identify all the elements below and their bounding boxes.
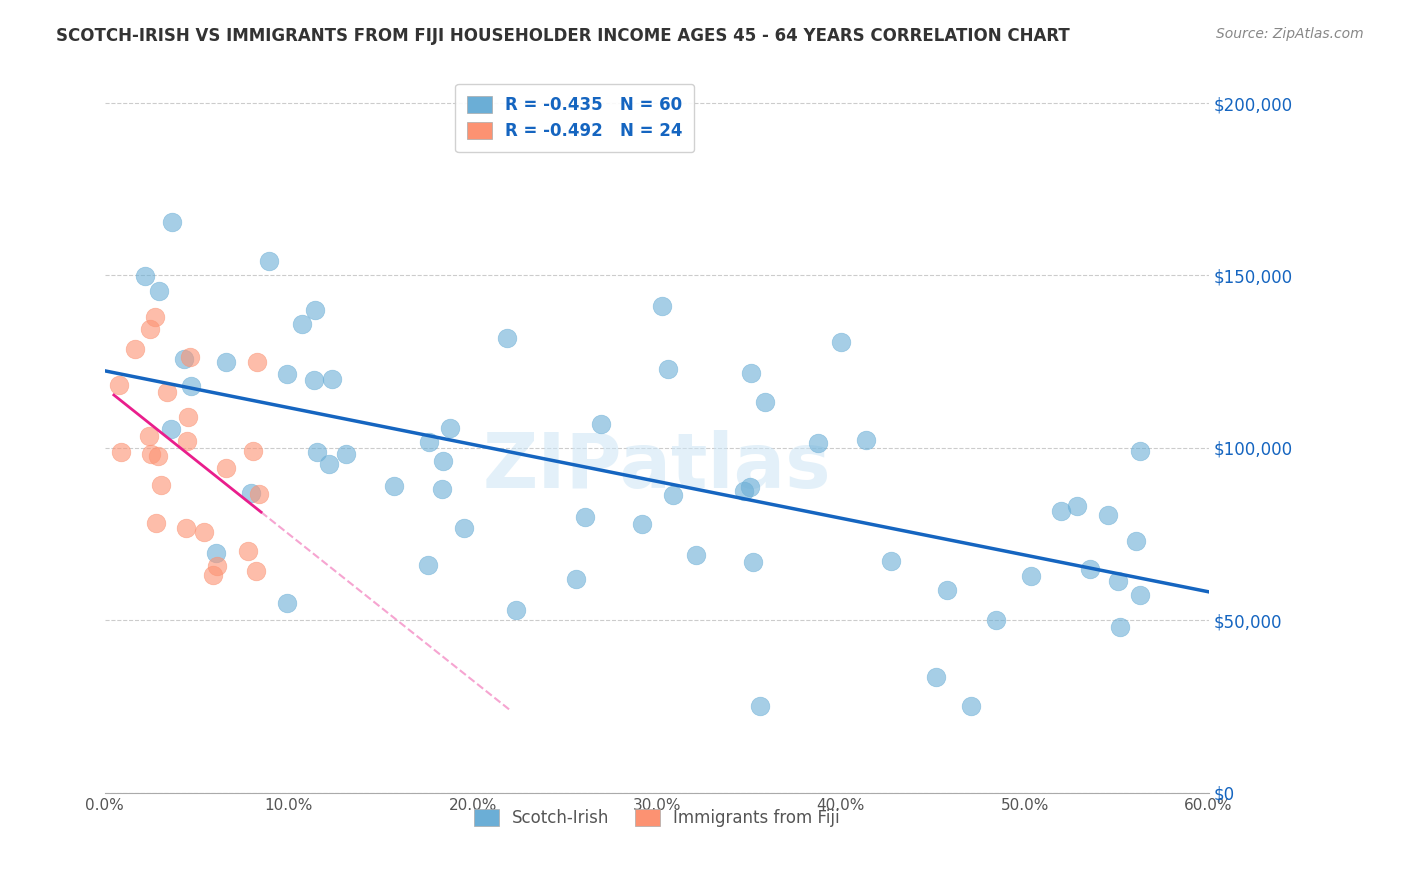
Point [159,422,181,436]
Point [384,479,406,493]
Point [138,322,160,336]
Point [505,602,527,616]
Point [145,516,167,530]
Point [662,488,685,502]
Point [591,417,613,431]
Point [177,409,200,424]
Point [1107,574,1129,588]
Point [291,318,314,332]
Point [134,268,156,283]
Point [496,331,519,345]
Point [180,379,202,393]
Point [276,367,298,381]
Text: ZIPatlas: ZIPatlas [482,430,831,504]
Point [418,558,440,572]
Point [960,699,983,714]
Point [754,394,776,409]
Point [984,613,1007,627]
Point [179,351,201,365]
Point [1129,444,1152,458]
Point [146,449,169,463]
Point [1021,569,1043,583]
Point [631,517,654,532]
Point [1129,588,1152,602]
Point [108,377,131,392]
Point [685,548,707,562]
Text: SCOTCH-IRISH VS IMMIGRANTS FROM FIJI HOUSEHOLDER INCOME AGES 45 - 64 YEARS CORRE: SCOTCH-IRISH VS IMMIGRANTS FROM FIJI HOU… [56,27,1070,45]
Point [1109,620,1132,634]
Point [430,482,453,496]
Legend: Scotch-Irish, Immigrants from Fiji: Scotch-Irish, Immigrants from Fiji [465,800,848,835]
Point [173,351,195,366]
Point [305,444,328,458]
Point [110,445,132,459]
Point [1050,504,1073,518]
Point [156,384,179,399]
Point [935,583,957,598]
Point [148,284,170,298]
Point [139,447,162,461]
Point [321,372,343,386]
Point [276,596,298,610]
Point [201,568,224,582]
Point [124,342,146,356]
Point [742,555,765,569]
Point [304,302,326,317]
Point [855,434,877,448]
Point [749,699,772,714]
Point [830,334,852,349]
Point [880,554,903,568]
Point [740,366,762,380]
Point [432,453,454,467]
Point [174,520,197,534]
Point [1078,562,1101,576]
Point [207,558,229,573]
Point [236,543,259,558]
Text: Source: ZipAtlas.com: Source: ZipAtlas.com [1216,27,1364,41]
Point [418,435,440,450]
Point [160,215,183,229]
Point [214,355,236,369]
Point [215,461,238,475]
Point [246,355,269,369]
Point [574,509,596,524]
Point [335,447,357,461]
Point [657,362,679,376]
Point [247,486,270,500]
Point [259,253,281,268]
Point [439,420,461,434]
Point [1097,508,1119,522]
Point [925,670,948,684]
Point [143,310,166,325]
Point [1125,534,1147,549]
Point [176,434,198,448]
Point [245,564,267,578]
Point [740,480,762,494]
Point [205,546,228,560]
Point [193,524,215,539]
Point [302,373,325,387]
Point [138,429,160,443]
Point [807,436,830,450]
Point [240,486,263,500]
Point [318,457,340,471]
Point [150,478,173,492]
Point [242,444,264,458]
Point [565,572,588,586]
Point [453,520,475,534]
Point [733,483,755,498]
Point [651,299,673,313]
Point [1066,499,1088,513]
